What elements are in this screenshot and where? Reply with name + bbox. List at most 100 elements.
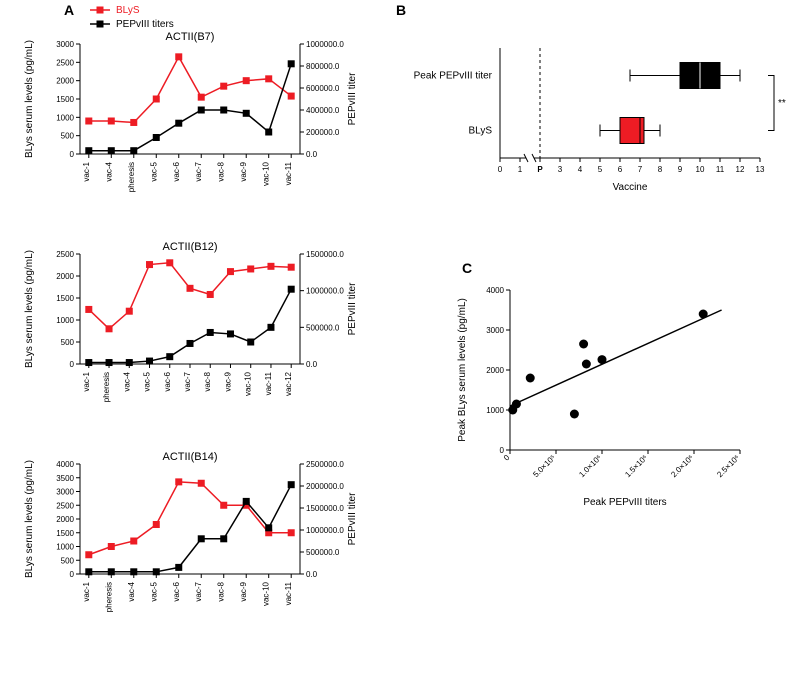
panel-label-b: B (396, 2, 406, 18)
svg-text:2500: 2500 (56, 58, 74, 67)
svg-text:3000: 3000 (486, 326, 504, 335)
svg-text:vac-11: vac-11 (284, 161, 293, 185)
svg-text:1000: 1000 (56, 543, 74, 552)
svg-text:1000000.0: 1000000.0 (306, 40, 344, 49)
svg-text:vac-9: vac-9 (223, 371, 232, 391)
svg-text:500: 500 (61, 556, 75, 565)
svg-text:vac-10: vac-10 (262, 161, 271, 186)
svg-text:PEPvIII titer: PEPvIII titer (347, 72, 358, 125)
svg-text:5: 5 (598, 165, 603, 174)
panel-c-scatter: 0100020003000400005.0×10⁵1.0×10⁶1.5×10⁶2… (440, 280, 770, 540)
svg-text:1000000.0: 1000000.0 (306, 526, 344, 535)
panel-a-charts: ACTII(B7) 0 500 1000 1500 2000 2500 3000 0.0 2000… (10, 28, 370, 688)
svg-text:0: 0 (502, 453, 512, 463)
svg-text:vac-1: vac-1 (82, 371, 91, 391)
svg-text:0: 0 (498, 165, 503, 174)
svg-text:2.5×10⁶: 2.5×10⁶ (715, 453, 741, 479)
svg-text:PEPvIII titer: PEPvIII titer (347, 282, 358, 335)
svg-text:2000: 2000 (486, 366, 504, 375)
svg-text:1500: 1500 (56, 294, 74, 303)
chart-title: ACTII(B14) (162, 451, 217, 463)
svg-text:500000.0: 500000.0 (306, 323, 340, 332)
svg-text:400000.0: 400000.0 (306, 106, 340, 115)
svg-text:12: 12 (736, 165, 745, 174)
svg-text:3: 3 (558, 165, 563, 174)
svg-text:4: 4 (578, 165, 583, 174)
svg-text:BLys serum levels (pg/mL): BLys serum levels (pg/mL) (24, 40, 35, 158)
svg-text:vac-6: vac-6 (163, 371, 172, 391)
svg-text:13: 13 (756, 165, 765, 174)
svg-text:vac-6: vac-6 (172, 161, 181, 181)
panel-label-c: C (462, 260, 472, 276)
svg-text:1.0×10⁶: 1.0×10⁶ (577, 453, 603, 479)
svg-text:vac-10: vac-10 (262, 581, 271, 606)
svg-text:600000.0: 600000.0 (306, 84, 340, 93)
svg-text:1000: 1000 (486, 406, 504, 415)
svg-text:P: P (537, 165, 543, 174)
svg-text:200000.0: 200000.0 (306, 128, 340, 137)
svg-text:7: 7 (638, 165, 643, 174)
svg-text:vac-7: vac-7 (194, 581, 203, 601)
svg-text:500000.0: 500000.0 (306, 548, 340, 557)
svg-text:PEPvIII titer: PEPvIII titer (347, 492, 358, 545)
svg-text:0: 0 (70, 360, 75, 369)
svg-text:vac-8: vac-8 (217, 581, 226, 601)
svg-text:4000: 4000 (56, 460, 74, 469)
svg-text:vac-5: vac-5 (149, 581, 158, 601)
svg-text:2000000.0: 2000000.0 (306, 482, 344, 491)
chart-title: ACTII(B12) (162, 241, 217, 253)
svg-text:8: 8 (658, 165, 663, 174)
legend-blys: BLyS (116, 5, 140, 16)
svg-text:2.0×10⁶: 2.0×10⁶ (669, 453, 695, 479)
svg-text:pheresis: pheresis (127, 162, 136, 192)
svg-text:1500000.0: 1500000.0 (306, 250, 344, 259)
svg-text:11: 11 (716, 165, 725, 174)
svg-text:BLys serum levels (pg/mL): BLys serum levels (pg/mL) (24, 250, 35, 368)
svg-text:5.0×10⁵: 5.0×10⁵ (531, 453, 557, 479)
svg-text:vac-5: vac-5 (149, 161, 158, 181)
svg-text:Peak PEPvIII titers: Peak PEPvIII titers (583, 497, 666, 508)
svg-text:1.5×10⁶: 1.5×10⁶ (623, 453, 649, 479)
svg-text:vac-1: vac-1 (82, 581, 91, 601)
svg-text:4000: 4000 (486, 286, 504, 295)
svg-text:500: 500 (61, 338, 75, 347)
svg-text:2500: 2500 (56, 250, 74, 259)
svg-text:**: ** (778, 98, 786, 109)
svg-text:1500: 1500 (56, 95, 74, 104)
svg-text:vac-4: vac-4 (122, 371, 131, 391)
figure-root: A B C BLyS PEPvIII titers ACTII(B7)05001… (0, 0, 793, 683)
svg-text:vac-6: vac-6 (172, 581, 181, 601)
svg-text:BLyS: BLyS (468, 126, 492, 137)
svg-text:vac-9: vac-9 (239, 581, 248, 601)
svg-text:3500: 3500 (56, 474, 74, 483)
svg-text:1500: 1500 (56, 529, 74, 538)
svg-text:BLys serum levels (pg/mL): BLys serum levels (pg/mL) (24, 460, 35, 578)
svg-text:Peak PEPvIII titer: Peak PEPvIII titer (414, 71, 493, 82)
panel-label-a: A (64, 2, 74, 18)
svg-text:2000: 2000 (56, 77, 74, 86)
svg-text:vac-8: vac-8 (203, 371, 212, 391)
svg-text:800000.0: 800000.0 (306, 62, 340, 71)
svg-text:Vaccine: Vaccine (613, 182, 648, 193)
svg-text:vac-7: vac-7 (194, 161, 203, 181)
svg-text:6: 6 (618, 165, 623, 174)
svg-text:500: 500 (61, 132, 75, 141)
svg-text:vac-1: vac-1 (82, 161, 91, 181)
svg-text:1000: 1000 (56, 113, 74, 122)
svg-text:0: 0 (70, 570, 75, 579)
svg-text:vac-5: vac-5 (143, 371, 152, 391)
svg-text:0: 0 (70, 150, 75, 159)
svg-text:9: 9 (678, 165, 683, 174)
svg-text:Peak BLys serum levels (pg/mL): Peak BLys serum levels (pg/mL) (457, 298, 468, 442)
svg-text:1500000.0: 1500000.0 (306, 504, 344, 513)
svg-text:0.0: 0.0 (306, 570, 318, 579)
panel-b-boxplot: 01P345678910111213VaccinePeak PEPvIII ti… (400, 28, 790, 218)
svg-text:vac-12: vac-12 (284, 371, 293, 396)
svg-text:2500000.0: 2500000.0 (306, 460, 344, 469)
svg-text:3000: 3000 (56, 488, 74, 497)
svg-text:2500: 2500 (56, 501, 74, 510)
svg-text:pheresis: pheresis (102, 372, 111, 402)
svg-text:vac-11: vac-11 (284, 581, 293, 605)
chart-title: ACTII(B7) (166, 31, 215, 43)
svg-text:10: 10 (696, 165, 705, 174)
